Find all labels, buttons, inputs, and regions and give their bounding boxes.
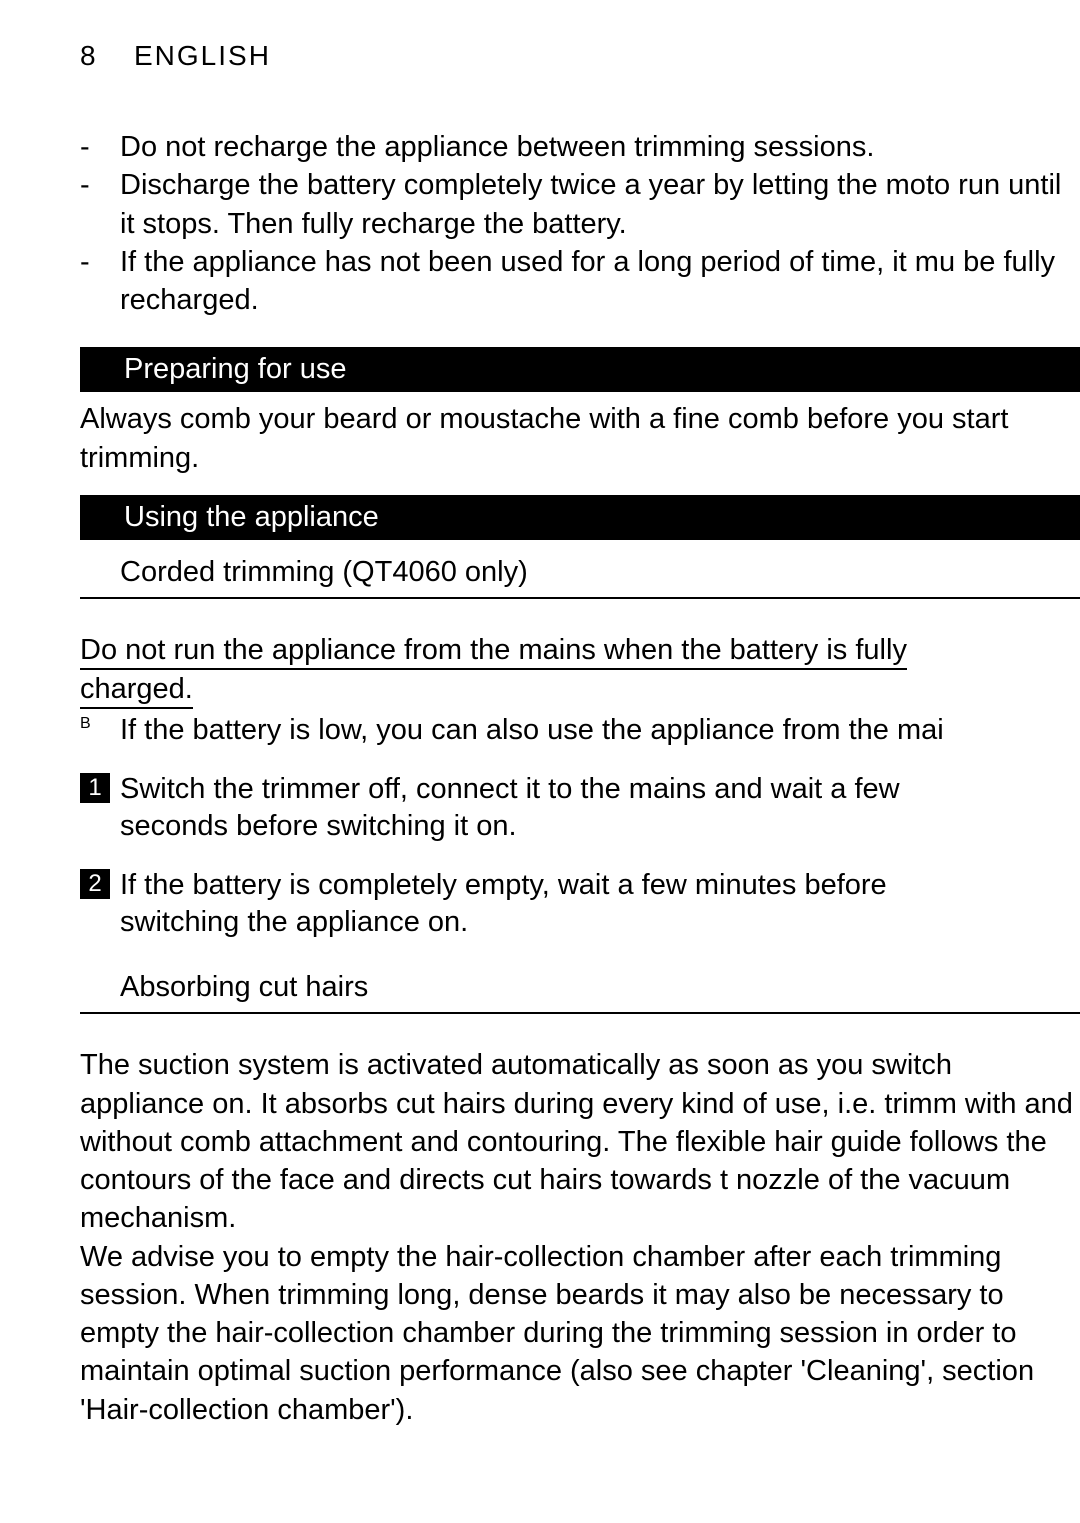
warning-line1: Do not run the appliance from the mains … <box>80 634 907 670</box>
list-item: - If the appliance has not been used for… <box>80 243 1080 320</box>
step-number-badge: 2 <box>80 869 110 899</box>
preparing-body: Always comb your beard or moustache with… <box>80 400 1080 477</box>
subheading-corded: Corded trimming (QT4060 only) <box>80 548 1080 599</box>
list-item-text: Do not recharge the appliance between tr… <box>120 128 1080 166</box>
section-heading-using: Using the appliance <box>80 495 1080 540</box>
page-header: 8 ENGLISH <box>80 40 1080 72</box>
dash-icon: - <box>80 128 120 166</box>
list-item-text: Discharge the battery completely twice a… <box>120 166 1080 243</box>
step-text: If the battery is completely empty, wait… <box>120 867 1000 941</box>
step-row: 1 Switch the trimmer off, connect it to … <box>80 771 1080 845</box>
dash-icon: - <box>80 243 120 320</box>
page-number: 8 <box>80 40 134 72</box>
mains-warning: Do not run the appliance from the mains … <box>80 631 1080 709</box>
list-item: - Do not recharge the appliance between … <box>80 128 1080 166</box>
warning-line2: charged. <box>80 673 193 709</box>
step-row: 2 If the battery is completely empty, wa… <box>80 867 1080 941</box>
note-line: B If the battery is low, you can also us… <box>80 711 1080 749</box>
dash-icon: - <box>80 166 120 243</box>
section-heading-preparing: Preparing for use <box>80 347 1080 392</box>
absorbing-body: The suction system is activated automati… <box>80 1046 1080 1429</box>
note-marker: B <box>80 711 120 749</box>
step-number-badge: 1 <box>80 773 110 803</box>
subheading-absorbing: Absorbing cut hairs <box>80 963 1080 1014</box>
manual-page: 8 ENGLISH - Do not recharge the applianc… <box>0 0 1080 1429</box>
tips-list: - Do not recharge the appliance between … <box>80 128 1080 319</box>
note-text: If the battery is low, you can also use … <box>120 711 944 749</box>
language-label: ENGLISH <box>134 40 271 72</box>
list-item-text: If the appliance has not been used for a… <box>120 243 1080 320</box>
step-text: Switch the trimmer off, connect it to th… <box>120 771 1000 845</box>
list-item: - Discharge the battery completely twice… <box>80 166 1080 243</box>
